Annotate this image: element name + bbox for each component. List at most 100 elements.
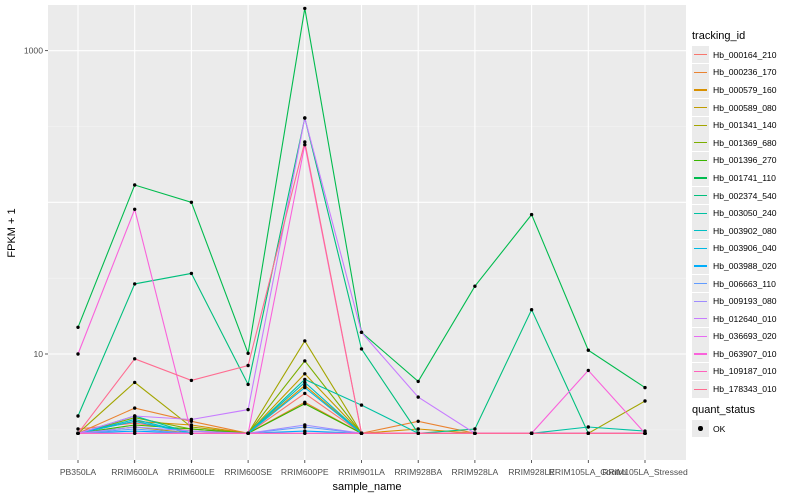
data-point bbox=[303, 380, 307, 385]
x-tick-label: RRIM105LA_Control bbox=[549, 467, 628, 477]
legend-label: Hb_003050_240 bbox=[713, 208, 777, 219]
data-point bbox=[76, 431, 80, 435]
x-tick-label: RRIM600SE bbox=[224, 467, 272, 477]
data-point bbox=[303, 116, 307, 120]
data-point bbox=[133, 406, 137, 410]
data-point bbox=[133, 282, 137, 286]
legend-item-Hb_000164_210: Hb_000164_210 bbox=[692, 46, 797, 64]
y-axis: 10 1000 bbox=[24, 46, 48, 359]
legend-label: Hb_009193_080 bbox=[713, 296, 777, 307]
data-point bbox=[416, 379, 420, 384]
data-point bbox=[643, 399, 647, 403]
legend-label: Hb_001341_140 bbox=[713, 120, 777, 131]
legend-item-Hb_000236_170: Hb_000236_170 bbox=[692, 63, 797, 82]
legend-key bbox=[692, 327, 709, 345]
legend-key bbox=[692, 46, 709, 64]
legend-label: Hb_178343_010 bbox=[713, 384, 777, 395]
data-point bbox=[529, 308, 534, 312]
data-point bbox=[529, 212, 534, 217]
data-point bbox=[133, 380, 137, 385]
legend-items: Hb_000164_210 Hb_000236_170 Hb_000579_160 H… bbox=[692, 46, 797, 398]
legend-label: Hb_006663_110 bbox=[713, 278, 776, 289]
legend-item-Hb_012640_010: Hb_012640_010 bbox=[692, 310, 797, 328]
legend-item-Hb_001396_270: Hb_001396_270 bbox=[692, 151, 797, 170]
data-point bbox=[473, 284, 477, 288]
data-point bbox=[76, 427, 80, 431]
legend-key bbox=[692, 134, 709, 152]
data-point bbox=[189, 431, 194, 435]
data-point bbox=[586, 425, 590, 429]
x-tick-label: RRIM105LA_Stressed bbox=[602, 467, 688, 477]
legend-key bbox=[692, 257, 709, 275]
legend-tracking-id: tracking_id Hb_000164_210 Hb_000236_170 Hb… bbox=[692, 30, 797, 398]
legend-item-Hb_006663_110: Hb_006663_110 bbox=[692, 275, 797, 293]
legend-item-Hb_063907_010: Hb_063907_010 bbox=[692, 345, 797, 363]
data-point bbox=[133, 357, 137, 361]
data-point bbox=[76, 325, 80, 329]
legend-label: Hb_003902_080 bbox=[713, 225, 777, 236]
x-tick-label: RRIM600LE bbox=[168, 467, 215, 477]
legend-item-Hb_000589_080: Hb_000589_080 bbox=[692, 99, 797, 117]
data-point bbox=[303, 391, 307, 396]
grid bbox=[48, 5, 686, 460]
data-point bbox=[359, 330, 364, 334]
data-point bbox=[416, 395, 420, 399]
legend-label: Hb_000589_080 bbox=[713, 102, 777, 113]
x-tick-label: RRIM600PE bbox=[281, 467, 329, 477]
legend-label: Hb_002374_540 bbox=[713, 190, 777, 201]
legend-label: Hb_000236_170 bbox=[713, 67, 777, 78]
x-tick-label: RRIM600LA bbox=[111, 467, 158, 477]
data-point bbox=[359, 431, 364, 435]
legend-item-Hb_109187_010: Hb_109187_010 bbox=[692, 362, 797, 381]
data-point bbox=[359, 403, 364, 407]
legend-label: Hb_000579_160 bbox=[713, 84, 777, 95]
legend-key bbox=[692, 292, 709, 310]
legend-item-Hb_003902_080: Hb_003902_080 bbox=[692, 222, 797, 240]
legend-label: Hb_109187_010 bbox=[713, 366, 777, 377]
series-points bbox=[76, 6, 647, 435]
legend-key bbox=[692, 169, 709, 187]
y-axis-label: FPKM + 1 bbox=[6, 208, 18, 257]
data-point bbox=[473, 431, 477, 435]
data-point bbox=[133, 414, 137, 418]
data-point bbox=[303, 423, 307, 427]
data-point bbox=[189, 378, 194, 383]
data-point bbox=[303, 143, 307, 147]
legend-item-Hb_009193_080: Hb_009193_080 bbox=[692, 292, 797, 310]
legend-key bbox=[692, 187, 709, 205]
data-point bbox=[133, 431, 137, 435]
data-point bbox=[303, 377, 307, 382]
legend-key bbox=[692, 310, 709, 328]
legend-key bbox=[692, 81, 709, 99]
legend-quant-status: quant_status OK bbox=[692, 404, 797, 438]
data-point bbox=[643, 385, 647, 390]
data-point bbox=[246, 351, 250, 355]
legend-title: tracking_id bbox=[692, 30, 746, 42]
data-point bbox=[246, 382, 250, 387]
data-point bbox=[303, 431, 307, 435]
legend-label: Hb_001741_110 bbox=[713, 172, 776, 183]
data-point bbox=[303, 372, 307, 376]
legend-label: Hb_036693_020 bbox=[713, 331, 777, 342]
data-point bbox=[133, 425, 137, 429]
legend-item-Hb_003906_040: Hb_003906_040 bbox=[692, 239, 797, 258]
legend-item-Hb_003050_240: Hb_003050_240 bbox=[692, 204, 797, 222]
legend-key bbox=[692, 222, 709, 240]
data-point bbox=[303, 6, 307, 11]
legend-key bbox=[692, 204, 709, 222]
legend-item-Hb_178343_010: Hb_178343_010 bbox=[692, 380, 797, 398]
data-point bbox=[473, 427, 477, 431]
data-point bbox=[133, 419, 137, 423]
legend-quant-title: quant_status bbox=[692, 404, 755, 416]
legend-key bbox=[692, 63, 709, 81]
y-tick-label: 1000 bbox=[24, 46, 43, 56]
data-point bbox=[416, 427, 420, 431]
legend-label: Hb_001369_680 bbox=[713, 137, 777, 148]
data-point bbox=[303, 402, 307, 406]
legend-item-Hb_002374_540: Hb_002374_540 bbox=[692, 187, 797, 205]
legend-key bbox=[692, 275, 709, 293]
legend-key bbox=[692, 380, 709, 398]
legend-label: OK bbox=[713, 423, 726, 434]
data-point bbox=[246, 363, 250, 368]
